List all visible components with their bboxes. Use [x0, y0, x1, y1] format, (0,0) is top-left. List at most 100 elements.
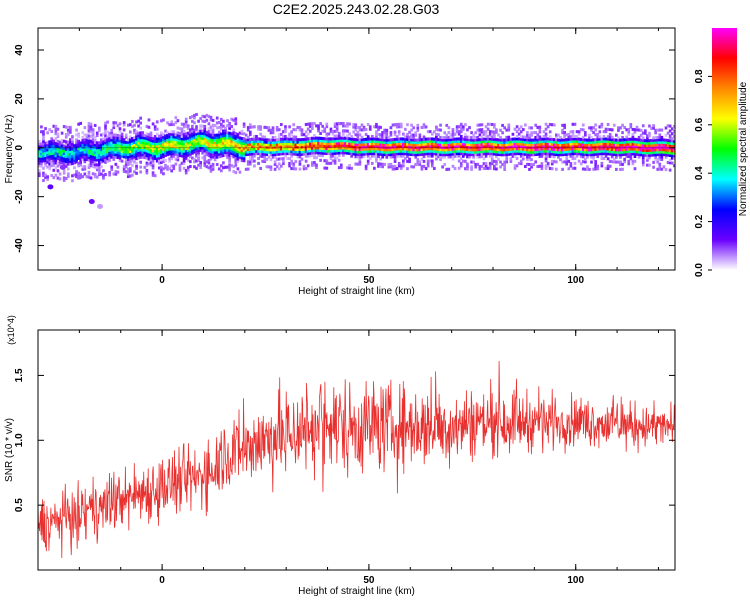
spectrogram-cell	[526, 162, 529, 166]
spectrogram-cell	[83, 145, 87, 149]
spectrogram-cell	[160, 170, 163, 174]
spectrogram-cell	[329, 142, 333, 146]
spectrogram-cell	[288, 147, 291, 151]
spectrogram-cell	[639, 150, 643, 154]
spectrogram-cell	[155, 139, 159, 143]
spectrogram-cell	[131, 139, 134, 143]
spectrogram-cell	[532, 138, 535, 142]
spectrogram-cell	[544, 147, 548, 151]
spectrogram-cell	[180, 127, 184, 131]
spectrogram-cell	[46, 160, 49, 164]
spectrogram-cell	[569, 142, 573, 146]
spectrogram-cell	[228, 151, 231, 155]
spectrogram-cell	[507, 125, 511, 129]
spectrogram-cell	[633, 142, 637, 146]
spectrogram-cell	[182, 122, 186, 126]
spectrogram-cell	[540, 142, 544, 146]
spectrogram-cell	[480, 142, 484, 146]
spectrogram-cell	[571, 137, 575, 141]
spectrogram-cell	[559, 150, 562, 154]
spectrogram-cell	[615, 167, 618, 171]
spectrogram-cell	[228, 134, 231, 138]
spectrogram-cell	[207, 141, 211, 145]
spectrogram-cell	[145, 149, 149, 153]
spectrogram-cell	[610, 143, 614, 147]
spectrogram-cell	[172, 145, 176, 149]
spectrogram-cell	[193, 150, 196, 154]
spectrogram-cell	[476, 135, 480, 139]
spectrogram-cell	[257, 127, 260, 131]
spectrogram-cell	[323, 151, 327, 155]
spectrogram-cell	[147, 157, 151, 161]
spectrogram-cell	[160, 133, 163, 138]
spectrogram-cell	[629, 125, 633, 129]
spectrogram-cell	[495, 160, 498, 164]
spectrogram-cell	[114, 143, 118, 147]
spectrogram-cell	[60, 131, 64, 135]
spectrogram-cell	[124, 145, 128, 149]
spectrogram-cell	[478, 140, 482, 144]
spectrogram-cell	[213, 124, 217, 128]
spectrogram-cell	[497, 150, 500, 154]
spectrogram-cell	[234, 151, 238, 155]
spectrogram-cell	[236, 159, 240, 163]
spectrogram-cell	[329, 149, 333, 153]
spectrogram-cell	[495, 147, 498, 151]
spectrogram-cell	[654, 128, 657, 132]
spectrogram-cell	[364, 150, 368, 154]
spectrogram-cell	[391, 147, 395, 152]
spectrogram-cell	[672, 154, 675, 158]
spectrogram-cell	[126, 174, 130, 179]
spectrogram-cell	[298, 150, 302, 154]
spectrogram-cell	[73, 173, 76, 177]
spectrogram-cell	[552, 145, 556, 149]
spectrogram-cell	[360, 140, 364, 144]
spectrogram-cell	[83, 138, 87, 142]
spectrogram-cell	[381, 152, 384, 157]
bottom-frame	[37, 329, 676, 571]
spectrogram-cell	[393, 142, 397, 146]
spectrogram-cell	[584, 160, 587, 164]
spectrogram-cell	[91, 164, 95, 168]
spectrogram-cell	[581, 143, 585, 147]
spectrogram-cell	[577, 137, 581, 141]
spectrogram-cell	[273, 160, 277, 164]
spectrogram-cell	[83, 155, 87, 159]
spectrogram-cell	[180, 152, 184, 156]
spectrogram-cell	[155, 149, 159, 153]
spectrogram-cell	[641, 136, 645, 140]
spectrogram-cell	[501, 150, 504, 154]
spectrogram-cell	[275, 145, 279, 149]
spectrogram-cell	[44, 161, 47, 165]
spectrogram-cell	[296, 152, 300, 156]
spectrogram-cell	[455, 137, 459, 141]
spectrogram-cell	[236, 145, 240, 149]
spectrogram-cell	[296, 125, 300, 130]
spectrogram-cell	[641, 138, 645, 142]
spectrogram-cell	[52, 151, 56, 155]
spectrogram-cell	[112, 138, 116, 142]
spectrogram-cell	[344, 136, 347, 140]
spectrogram-cell	[486, 127, 490, 131]
spectrogram-cell	[176, 131, 180, 135]
spectrogram-cell	[317, 151, 320, 155]
spectrogram-cell	[441, 143, 444, 147]
spectrogram-cell	[126, 155, 130, 159]
spectrogram-cell	[639, 143, 643, 147]
spectrogram-cell	[284, 144, 287, 148]
spectrogram-cell	[286, 156, 289, 161]
spectrogram-cell	[641, 156, 645, 160]
spectrogram-cell	[290, 130, 293, 134]
spectrogram-cell	[137, 141, 140, 145]
spectrogram-cell	[350, 147, 353, 151]
spectrogram-cell	[610, 150, 614, 154]
spectrogram-cell	[389, 153, 393, 157]
spectrogram-cell	[383, 148, 387, 152]
spectrogram-cell	[563, 131, 566, 135]
spectrogram-cell	[170, 154, 174, 158]
spectrogram-cell	[339, 163, 343, 167]
spectrogram-cell	[151, 171, 155, 175]
spectrogram-cell	[484, 137, 488, 141]
spectrogram-cell	[81, 145, 85, 149]
spectrogram-cell	[509, 159, 513, 163]
